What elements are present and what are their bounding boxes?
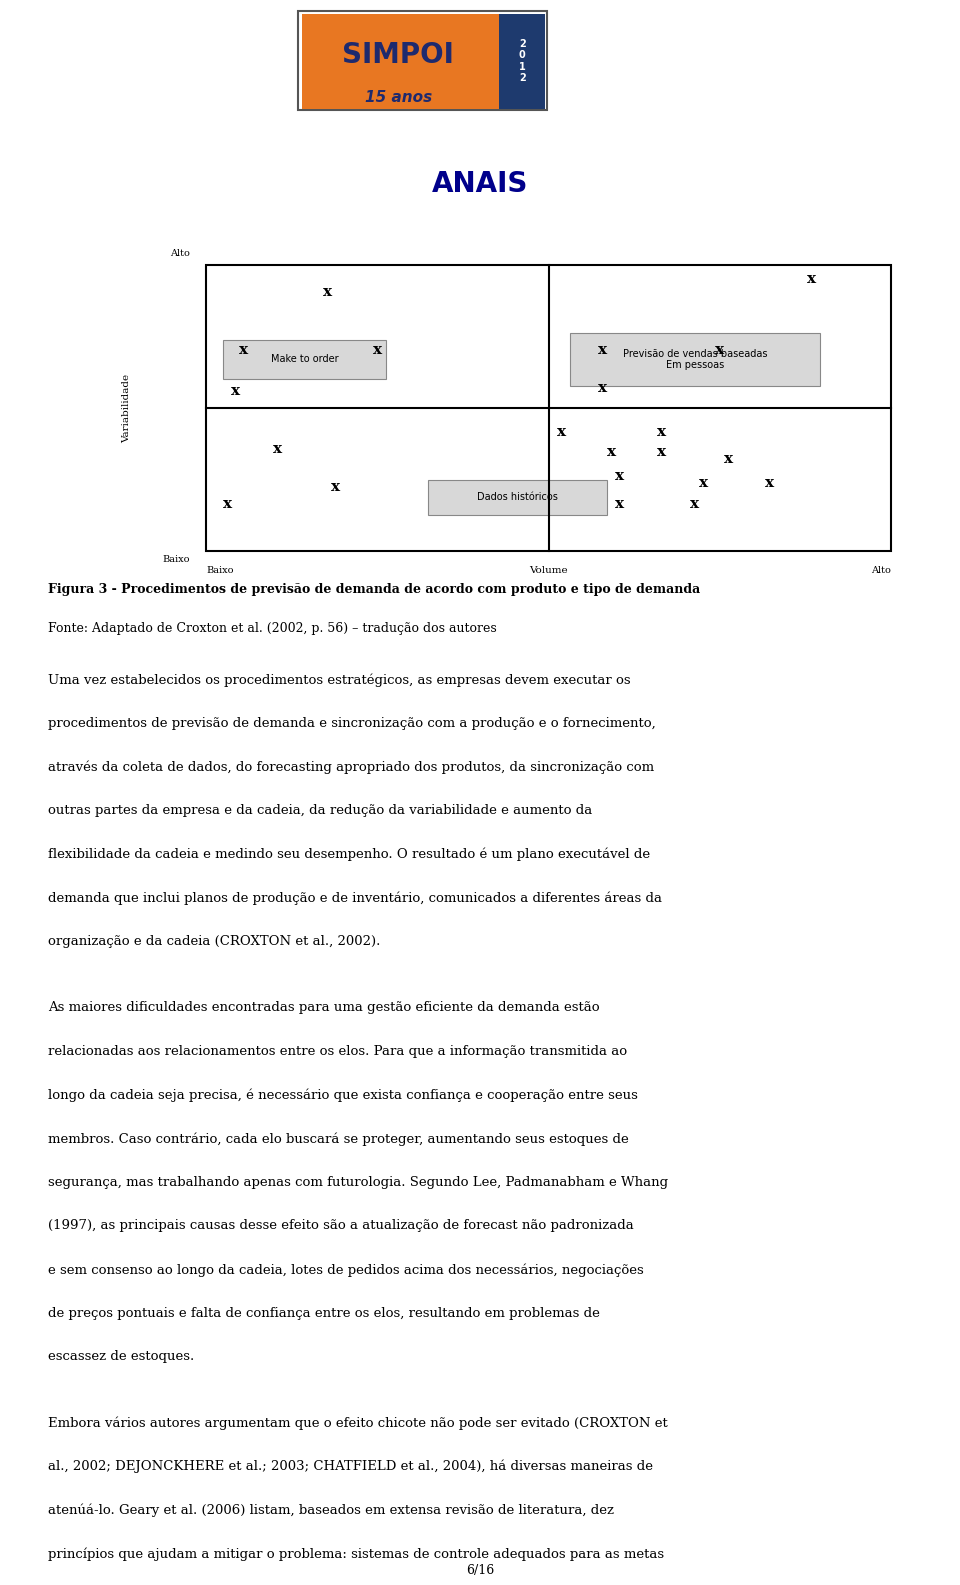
Text: x: x — [223, 496, 231, 510]
Text: x: x — [615, 496, 624, 510]
FancyBboxPatch shape — [302, 14, 499, 109]
Text: Figura 3 - Procedimentos de previsão de demanda de acordo com produto e tipo de : Figura 3 - Procedimentos de previsão de … — [48, 583, 700, 596]
Text: Make to order: Make to order — [271, 355, 339, 365]
Text: organização e da cadeia (CROXTON et al., 2002).: organização e da cadeia (CROXTON et al.,… — [48, 935, 380, 948]
Text: Fonte: Adaptado de Croxton et al. (2002, p. 56) – tradução dos autores: Fonte: Adaptado de Croxton et al. (2002,… — [48, 621, 496, 636]
Text: princípios que ajudam a mitigar o problema: sistemas de controle adequados para : princípios que ajudam a mitigar o proble… — [48, 1547, 664, 1561]
Text: longo da cadeia seja precisa, é necessário que exista confiança e cooperação ent: longo da cadeia seja precisa, é necessár… — [48, 1089, 637, 1102]
Text: x: x — [273, 442, 282, 456]
Text: x: x — [657, 445, 666, 460]
Text: x: x — [323, 285, 332, 300]
Text: (1997), as principais causas desse efeito são a atualização de forecast não padr: (1997), as principais causas desse efeit… — [48, 1219, 634, 1233]
Text: membros. Caso contrário, cada elo buscará se proteger, aumentando seus estoques : membros. Caso contrário, cada elo buscar… — [48, 1132, 629, 1146]
Text: de preços pontuais e falta de confiança entre os elos, resultando em problemas d: de preços pontuais e falta de confiança … — [48, 1306, 600, 1320]
Text: x: x — [807, 271, 816, 285]
Text: x: x — [724, 452, 732, 466]
Text: ANAIS: ANAIS — [432, 170, 528, 198]
FancyBboxPatch shape — [569, 333, 820, 387]
Text: e sem consenso ao longo da cadeia, lotes de pedidos acima dos necessários, negoc: e sem consenso ao longo da cadeia, lotes… — [48, 1263, 644, 1276]
Text: Baixo: Baixo — [162, 555, 189, 564]
Text: Variabilidade: Variabilidade — [123, 374, 132, 442]
Text: al., 2002; DEJONCKHERE et al.; 2003; CHATFIELD et al., 2004), há diversas maneir: al., 2002; DEJONCKHERE et al.; 2003; CHA… — [48, 1460, 653, 1474]
Text: Alto: Alto — [170, 249, 189, 258]
Text: Uma vez estabelecidos os procedimentos estratégicos, as empresas devem executar : Uma vez estabelecidos os procedimentos e… — [48, 674, 631, 686]
Text: Baixo: Baixo — [206, 566, 233, 575]
Text: relacionadas aos relacionamentos entre os elos. Para que a informação transmitid: relacionadas aos relacionamentos entre o… — [48, 1045, 627, 1057]
Text: Embora vários autores argumentam que o efeito chicote não pode ser evitado (CROX: Embora vários autores argumentam que o e… — [48, 1417, 668, 1430]
Text: escassez de estoques.: escassez de estoques. — [48, 1350, 194, 1363]
Text: x: x — [598, 344, 608, 357]
Text: Alto: Alto — [872, 566, 891, 575]
Text: x: x — [331, 480, 340, 493]
Text: x: x — [765, 476, 775, 490]
Text: 15 anos: 15 anos — [365, 90, 432, 105]
FancyBboxPatch shape — [223, 341, 386, 379]
Text: através da coleta de dados, do forecasting apropriado dos produtos, da sincroniz: através da coleta de dados, do forecasti… — [48, 761, 654, 773]
Text: As maiores dificuldades encontradas para uma gestão eficiente da demanda estão: As maiores dificuldades encontradas para… — [48, 1002, 600, 1014]
Text: x: x — [607, 445, 616, 460]
FancyBboxPatch shape — [298, 11, 547, 111]
FancyBboxPatch shape — [499, 14, 545, 109]
Text: Previsão de vendas baseadas
Em pessoas: Previsão de vendas baseadas Em pessoas — [623, 349, 767, 371]
Text: atenúá-lo. Geary et al. (2006) listam, baseados em extensa revisão de literatura: atenúá-lo. Geary et al. (2006) listam, b… — [48, 1504, 614, 1517]
Text: 2
0
1
2: 2 0 1 2 — [518, 38, 526, 84]
Text: SIMPOI: SIMPOI — [343, 41, 454, 70]
Text: Volume: Volume — [529, 566, 568, 575]
Text: x: x — [557, 425, 565, 439]
Text: segurança, mas trabalhando apenas com futurologia. Segundo Lee, Padmanabham e Wh: segurança, mas trabalhando apenas com fu… — [48, 1176, 668, 1189]
Text: outras partes da empresa e da cadeia, da redução da variabilidade e aumento da: outras partes da empresa e da cadeia, da… — [48, 804, 592, 818]
Text: 6/16: 6/16 — [466, 1564, 494, 1577]
Text: x: x — [657, 425, 666, 439]
Text: x: x — [699, 476, 708, 490]
Text: x: x — [690, 496, 700, 510]
Text: Dados históricos: Dados históricos — [477, 493, 558, 502]
Text: x: x — [372, 344, 382, 357]
Text: x: x — [598, 380, 608, 395]
Text: x: x — [231, 384, 240, 398]
Text: demanda que inclui planos de produção e de inventário, comunicados a diferentes : demanda que inclui planos de produção e … — [48, 891, 662, 905]
Text: x: x — [615, 469, 624, 483]
Bar — [206, 265, 891, 552]
Text: procedimentos de previsão de demanda e sincronização com a produção e o fornecim: procedimentos de previsão de demanda e s… — [48, 716, 656, 731]
Text: x: x — [715, 344, 725, 357]
FancyBboxPatch shape — [427, 480, 607, 515]
Text: flexibilidade da cadeia e medindo seu desempenho. O resultado é um plano executá: flexibilidade da cadeia e medindo seu de… — [48, 848, 650, 861]
Text: x: x — [239, 344, 249, 357]
